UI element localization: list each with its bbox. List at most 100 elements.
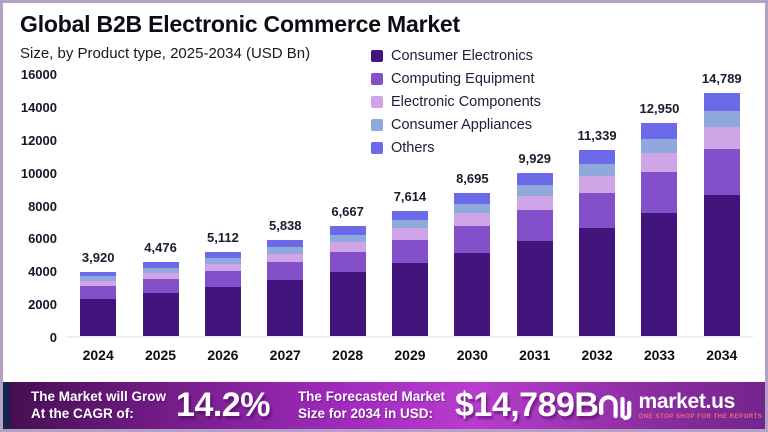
bar-segment [703,195,740,336]
bar-segment [641,172,678,213]
bar-segment [454,253,491,336]
forecast-label-line2: Size for 2034 in USD: [297,405,433,421]
cagr-value: 14.2% [176,386,270,424]
legend-label: Computing Equipment [391,70,535,87]
bar-total-label: 11,339 [577,127,617,143]
legend-label: Consumer Appliances [391,116,533,133]
cagr-label: The Market will Grow At the CAGR of: [31,389,166,421]
forecast-label-line1: The Forecasted Market [297,389,445,405]
x-axis-label: 2032 [581,347,613,363]
y-tick-label: 10000 [20,165,57,181]
stacked-bar [329,226,366,336]
legend-item: Consumer Electronics [371,44,541,67]
bar-segment [641,152,678,172]
bar-segment [329,241,366,252]
bar-segment [579,163,616,176]
bar-group: 9,929 [504,75,566,336]
bar-segment [329,251,366,273]
bar-segment [579,227,616,336]
legend-item: Computing Equipment [371,67,541,90]
x-axis-label: 2034 [706,347,738,363]
stacked-bar [204,251,241,336]
bar-segment [391,263,428,336]
cagr-label-line2: At the CAGR of: [31,405,134,421]
forecast-label: The Forecasted Market Size for 2034 in U… [298,389,445,421]
bar-total-label: 6,667 [331,204,364,220]
legend-item: Consumer Appliances [371,113,541,136]
bars-row: 3,920 4,476 5,112 5,838 6,667 7,614 8,695 9,929… [67,71,753,336]
x-axis-label: 2028 [332,347,364,363]
bar-segment [391,239,428,264]
bar-segment [516,195,553,211]
bar-segment [204,258,241,264]
forecast-value: $14,789B [455,386,599,424]
bar-group: 4,476 [129,75,191,336]
bar-total-label: 5,838 [268,218,302,234]
bar-segment [703,111,740,127]
bar-segment [454,213,491,226]
x-axis: 2024 2025 2026 2027 2028 2029 2030 2031 2032 2033… [67,338,753,363]
bar-segment [142,262,179,268]
bar-segment [641,123,678,140]
bar-segment [80,298,117,336]
y-tick-label: 2000 [28,297,57,313]
legend-swatch-icon [371,118,383,131]
bar-total-label: 5,112 [206,229,239,245]
bar-segment [703,126,740,149]
y-tick-label: 0 [49,330,57,345]
brand-text: market.us ONE STOP SHOP FOR THE REPORTS [638,391,762,420]
bar-segment [516,185,553,196]
bar-segment [516,172,553,186]
bar-segment [204,271,241,288]
legend-label: Consumer Electronics [391,47,533,64]
x-axis-label: 2033 [643,347,675,363]
stacked-bar [703,92,740,336]
bar-segment [142,272,179,280]
bar-total-label: 8,695 [456,171,489,187]
bar-segment [267,240,304,248]
bar-segment [204,263,241,272]
bar-segment [267,280,304,336]
cagr-label-line1: The Market will Grow [31,389,167,405]
brand-tagline: ONE STOP SHOP FOR THE REPORTS [638,414,763,420]
y-tick-label: 14000 [20,99,57,115]
stacked-bar [391,210,428,336]
x-axis-label: 2030 [456,347,488,363]
bar-segment [391,220,428,229]
bar-total-label: 9,929 [518,150,551,166]
bar-segment [454,225,491,254]
bar-segment [391,210,428,221]
bar-segment [329,234,366,242]
bar-segment [267,253,304,263]
bar-segment [579,149,616,164]
stacked-bar [80,271,117,336]
bar-group: 5,838 [254,75,316,336]
chart-header: Global B2B Electronic Commerce Market Si… [20,11,460,62]
bar-segment [142,267,179,273]
chart-title: Global B2B Electronic Commerce Market [20,11,460,37]
bar-segment [641,212,678,336]
legend: Consumer Electronics Computing Equipment E… [371,44,541,159]
bar-segment [80,276,117,281]
bar-segment [703,92,740,112]
bar-group: 12,950 [628,75,690,336]
bar-segment [204,251,241,259]
bar-total-label: 12,950 [639,101,680,117]
bar-segment [142,293,179,336]
y-tick-label: 16000 [20,67,57,82]
bar-group: 14,789 [691,71,753,336]
bar-segment [579,192,616,228]
bar-total-label: 7,614 [393,188,427,204]
bar-segment [329,226,366,235]
stacked-bar [267,240,304,336]
legend-swatch-icon [371,95,383,108]
bar-group: 5,112 [192,75,254,336]
brand-block: market.us ONE STOP SHOP FOR THE REPORTS [598,391,762,421]
legend-swatch-icon [371,141,383,154]
y-tick-label: 6000 [28,231,57,247]
bar-segment [204,287,241,336]
plot-area: 3,920 4,476 5,112 5,838 6,667 7,614 8,695 9,929… [67,71,753,338]
chart: 0 2000 4000 6000 8000 10000 12000 14000 16000 3,… [11,67,753,363]
x-axis-label: 2025 [144,347,177,363]
bar-segment [267,247,304,254]
